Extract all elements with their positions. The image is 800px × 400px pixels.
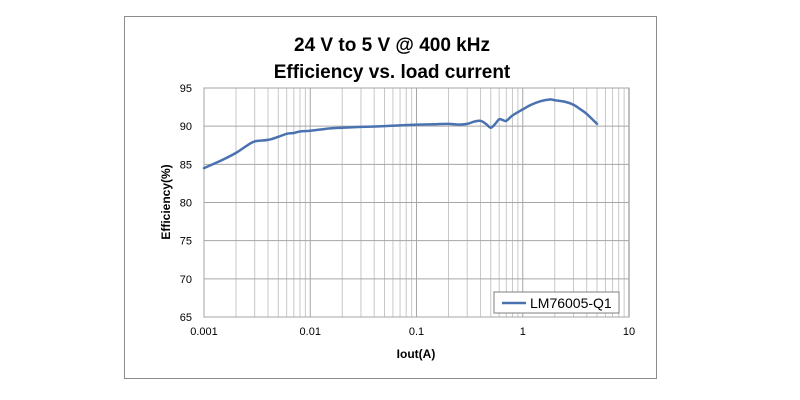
x-tick-label: 10: [623, 326, 635, 338]
x-tick-label: 0.001: [190, 326, 218, 338]
y-axis-title: Efficiency(%): [159, 164, 173, 239]
tick-layer: 0.001 0.01 0.1 1 10 65 70 75 80 85 90 95: [180, 83, 635, 338]
chart-subtitle: Efficiency vs. load current: [274, 62, 511, 83]
y-tick-label: 95: [180, 83, 192, 95]
y-tick-label: 85: [180, 159, 192, 171]
y-tick-label: 90: [180, 121, 192, 133]
chart-title: 24 V to 5 V @ 400 kHz: [294, 35, 490, 56]
y-tick-label: 65: [180, 312, 192, 324]
series-line-lm76005-q1: [202, 98, 599, 170]
legend: LM76005-Q1: [493, 291, 620, 314]
series-layer: [202, 98, 599, 170]
y-tick-label: 75: [180, 236, 192, 248]
legend-label: LM76005-Q1: [530, 295, 612, 311]
x-axis-title: Iout(A): [397, 347, 436, 361]
x-tick-label: 0.01: [300, 326, 321, 338]
x-tick-label: 1: [520, 326, 526, 338]
y-tick-label: 70: [180, 274, 192, 286]
x-tick-label: 0.1: [409, 326, 424, 338]
legend-box: [493, 291, 620, 314]
y-tick-label: 80: [180, 198, 192, 210]
